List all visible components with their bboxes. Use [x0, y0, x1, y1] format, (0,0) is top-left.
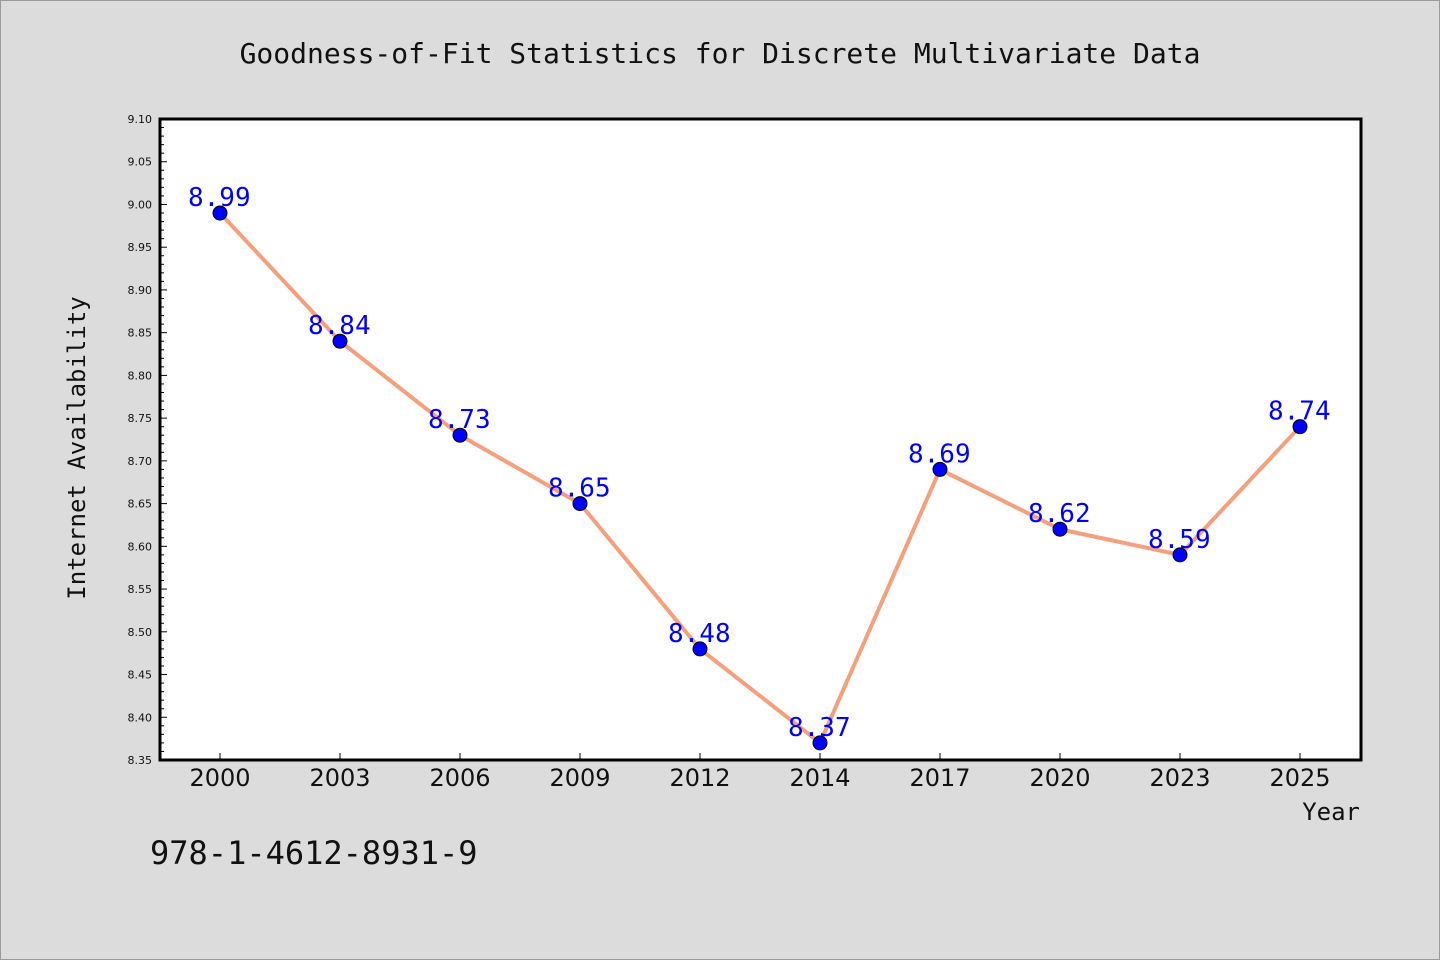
y-tick-label: 8.35	[128, 754, 153, 767]
x-axis: 2000 2003 2006 2009 2012 2014 2017 2020 2023 2025	[189, 753, 1331, 792]
data-label: 8.59	[1148, 525, 1211, 555]
y-tick-label: 9.05	[128, 156, 153, 169]
x-tick-label: 2012	[669, 764, 730, 792]
data-point	[692, 641, 708, 657]
data-label: 8.48	[668, 619, 731, 649]
x-tick-label: 2000	[189, 764, 250, 792]
y-axis: 8.35 8.40 8.45 8.50 8.55 8.60 8.65 8.70 8.75 8.80…	[128, 113, 167, 767]
x-tick-label: 2020	[1029, 764, 1090, 792]
data-label: 8.74	[1268, 397, 1331, 427]
data-point	[1052, 521, 1068, 537]
y-tick-label: 8.50	[128, 626, 153, 639]
x-tick-label: 2003	[309, 764, 370, 792]
y-tick-label: 9.00	[128, 198, 153, 211]
y-axis-label: Internet Availability	[63, 296, 91, 599]
y-tick-label: 8.40	[128, 711, 153, 724]
x-tick-label: 2009	[549, 764, 610, 792]
data-point	[1172, 547, 1188, 563]
y-tick-label: 8.85	[128, 327, 153, 340]
data-label: 8.69	[908, 439, 971, 469]
data-point	[452, 427, 468, 443]
data-point	[572, 496, 588, 512]
x-tick-label: 2006	[429, 764, 490, 792]
data-point	[212, 205, 228, 221]
x-tick-label: 2017	[909, 764, 970, 792]
data-label: 8.99	[188, 183, 251, 213]
y-tick-label: 8.80	[128, 369, 153, 382]
data-label: 8.73	[428, 405, 491, 435]
y-tick-label: 8.55	[128, 583, 153, 596]
data-point	[812, 735, 828, 751]
y-tick-label: 8.70	[128, 455, 153, 468]
data-point	[332, 333, 348, 349]
data-label: 8.62	[1028, 499, 1091, 529]
series-layer: 8.99 8.84 8.73 8.65 8.48 8.37 8.69 8.62 8.59 8.74	[188, 183, 1331, 751]
y-tick-label: 8.45	[128, 669, 153, 682]
data-label: 8.84	[308, 311, 371, 341]
x-tick-label: 2023	[1149, 764, 1210, 792]
data-point	[932, 461, 948, 477]
y-tick-label: 8.60	[128, 540, 153, 553]
data-label: 8.65	[548, 474, 611, 504]
data-label: 8.37	[788, 713, 851, 743]
x-tick-label: 2025	[1269, 764, 1330, 792]
y-tick-label: 8.75	[128, 412, 153, 425]
series-line	[218, 211, 1302, 745]
plot-area	[158, 117, 1363, 762]
isbn-annotation: 978-1-4612-8931-9	[150, 834, 478, 872]
x-axis-label: Year	[1302, 798, 1360, 826]
x-tick-label: 2014	[789, 764, 850, 792]
chart-title: Goodness-of-Fit Statistics for Discrete …	[240, 37, 1201, 70]
y-tick-label: 9.10	[128, 113, 153, 126]
y-tick-label: 8.90	[128, 284, 153, 297]
y-tick-label: 8.65	[128, 498, 153, 511]
data-point	[1292, 419, 1308, 435]
y-tick-label: 8.95	[128, 241, 153, 254]
